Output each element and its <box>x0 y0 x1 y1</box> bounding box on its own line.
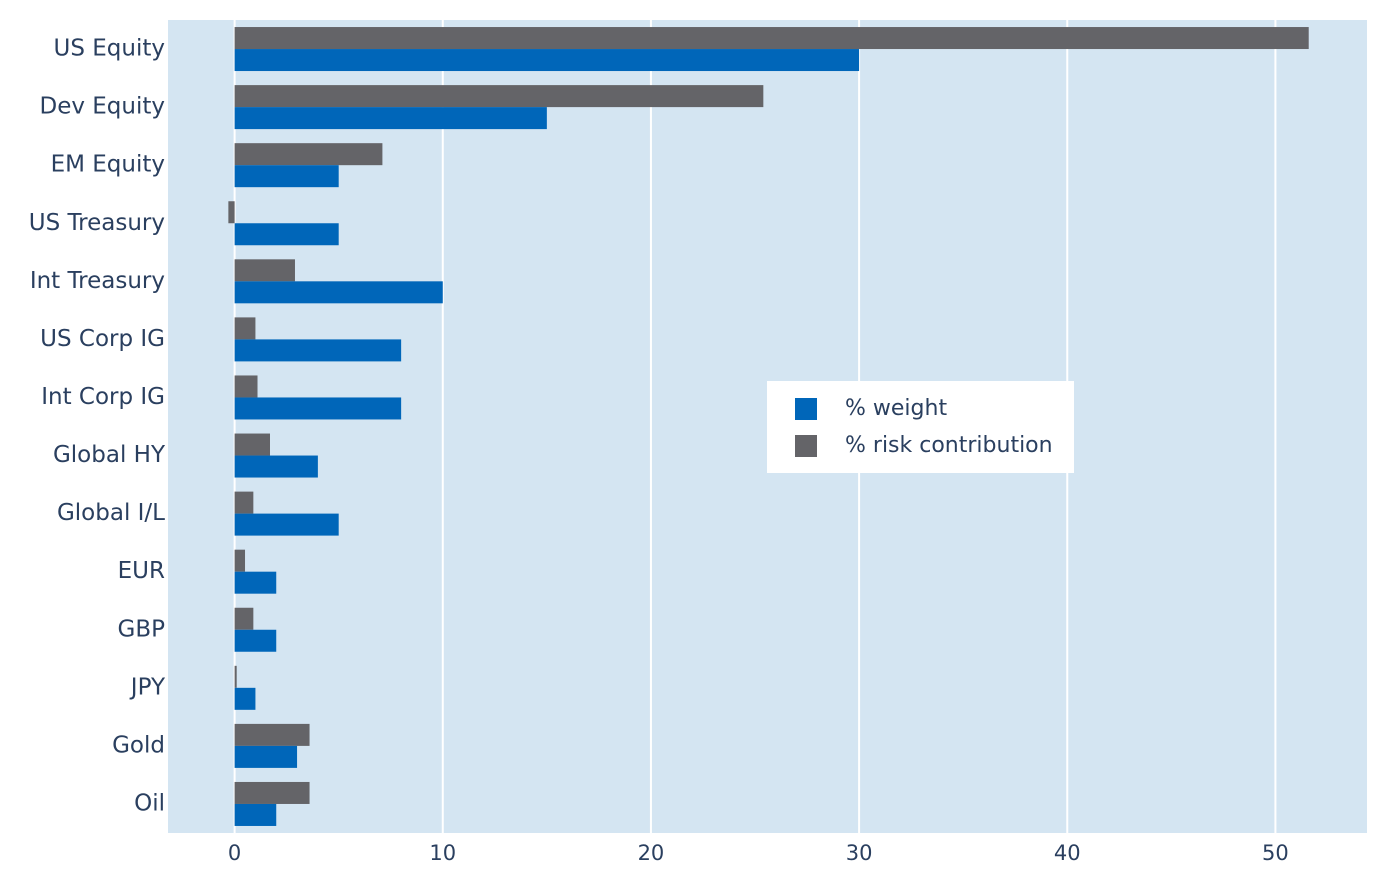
bar-weight <box>234 455 318 478</box>
y-tick-label: Int Treasury <box>30 268 165 294</box>
bar-risk-contribution <box>234 375 258 398</box>
y-tick-label: Dev Equity <box>39 94 165 120</box>
bar-risk-contribution <box>234 317 256 340</box>
legend[interactable]: % weight % risk contribution <box>767 381 1074 473</box>
y-tick-label: US Treasury <box>29 210 165 236</box>
bar-risk-contribution <box>228 201 235 224</box>
bar-weight <box>234 49 860 72</box>
bar-risk-contribution <box>234 781 310 804</box>
bar-weight <box>234 339 402 362</box>
bar-weight <box>234 165 339 188</box>
x-tick-label: 20 <box>638 841 665 865</box>
y-tick-label: US Equity <box>54 36 165 62</box>
bar-weight <box>234 223 339 246</box>
y-tick-label: Global I/L <box>57 500 165 526</box>
bar-weight <box>234 397 402 420</box>
bar-risk-contribution <box>234 143 383 166</box>
bar-risk-contribution <box>234 607 254 630</box>
bar-weight <box>234 687 256 710</box>
y-tick-label: Int Corp IG <box>41 384 165 410</box>
bar-weight <box>234 745 298 768</box>
y-tick-label: JPY <box>129 674 166 700</box>
bar-weight <box>234 629 277 652</box>
y-tick-label: US Corp IG <box>40 326 165 352</box>
y-tick-label: EM Equity <box>51 152 165 178</box>
y-tick-labels: US Equity Dev Equity EM Equity US Treasury I… <box>29 36 166 817</box>
y-tick-label: Oil <box>134 790 165 816</box>
legend-box <box>767 381 1074 473</box>
legend-label[interactable]: % risk contribution <box>845 433 1053 458</box>
bar-risk-contribution <box>234 85 764 108</box>
bar-risk-contribution <box>234 549 246 572</box>
legend-swatch[interactable] <box>795 398 817 420</box>
bar-risk-contribution <box>234 27 1309 50</box>
bar-weight <box>234 513 339 536</box>
bar-risk-contribution <box>234 491 254 514</box>
y-tick-label: Global HY <box>53 442 166 468</box>
legend-swatch[interactable] <box>795 435 817 457</box>
bar-weight <box>234 803 277 826</box>
x-tick-labels: 0 10 20 30 40 50 <box>228 841 1289 865</box>
y-tick-label: EUR <box>118 558 165 584</box>
bar-risk-contribution <box>234 433 270 456</box>
bar-weight <box>234 281 443 304</box>
bars <box>228 27 1309 826</box>
bar-risk-contribution <box>234 723 310 746</box>
x-tick-label: 50 <box>1262 841 1289 865</box>
legend-label[interactable]: % weight <box>845 396 947 421</box>
x-tick-label: 10 <box>429 841 456 865</box>
y-tick-label: GBP <box>118 616 166 642</box>
bar-risk-contribution <box>234 665 237 688</box>
bar-weight <box>234 571 277 594</box>
x-tick-label: 0 <box>228 841 241 865</box>
bar-risk-contribution <box>234 259 295 282</box>
bar-weight <box>234 107 547 130</box>
y-tick-label: Gold <box>112 732 165 758</box>
x-tick-label: 40 <box>1054 841 1081 865</box>
x-tick-label: 30 <box>846 841 873 865</box>
